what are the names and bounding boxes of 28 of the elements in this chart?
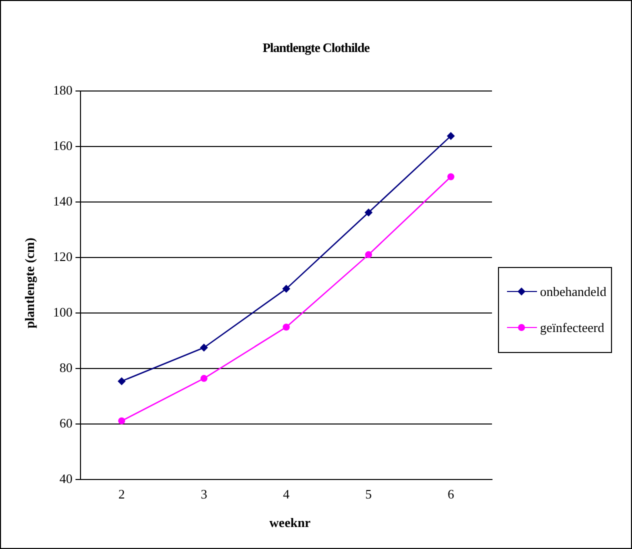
legend-label: onbehandeld [540,284,606,300]
y-tick-label: 140 [53,193,72,208]
point [200,344,208,352]
point [364,208,373,217]
y-tick-label: 40 [60,470,72,486]
y-axis-title: plantlengte (cm) [22,236,38,330]
point [118,377,126,386]
x-tick-label: 5 [365,486,372,502]
point [446,132,455,140]
y-tick-label: 120 [53,248,72,264]
point [365,251,372,258]
chart-title: Plantlengte Clothilde [262,40,370,56]
x-tick-label: 6 [448,486,455,502]
y-tick-label: 80 [60,360,72,375]
point [282,324,290,331]
legend-label: geïnfecteerd [540,320,604,336]
y-tick-label: 160 [53,138,72,153]
y-tick-label: 60 [60,415,72,430]
x-tick-label: 2 [118,486,125,502]
x-tick-label: 3 [200,486,208,502]
point [282,284,290,293]
x-tick-label: 4 [283,486,290,502]
y-tick-label: 180 [53,82,72,98]
y-tick-label: 100 [53,304,72,320]
point [200,374,208,382]
x-axis-title: weeknr [268,515,312,531]
point [118,417,126,424]
point [447,173,454,180]
